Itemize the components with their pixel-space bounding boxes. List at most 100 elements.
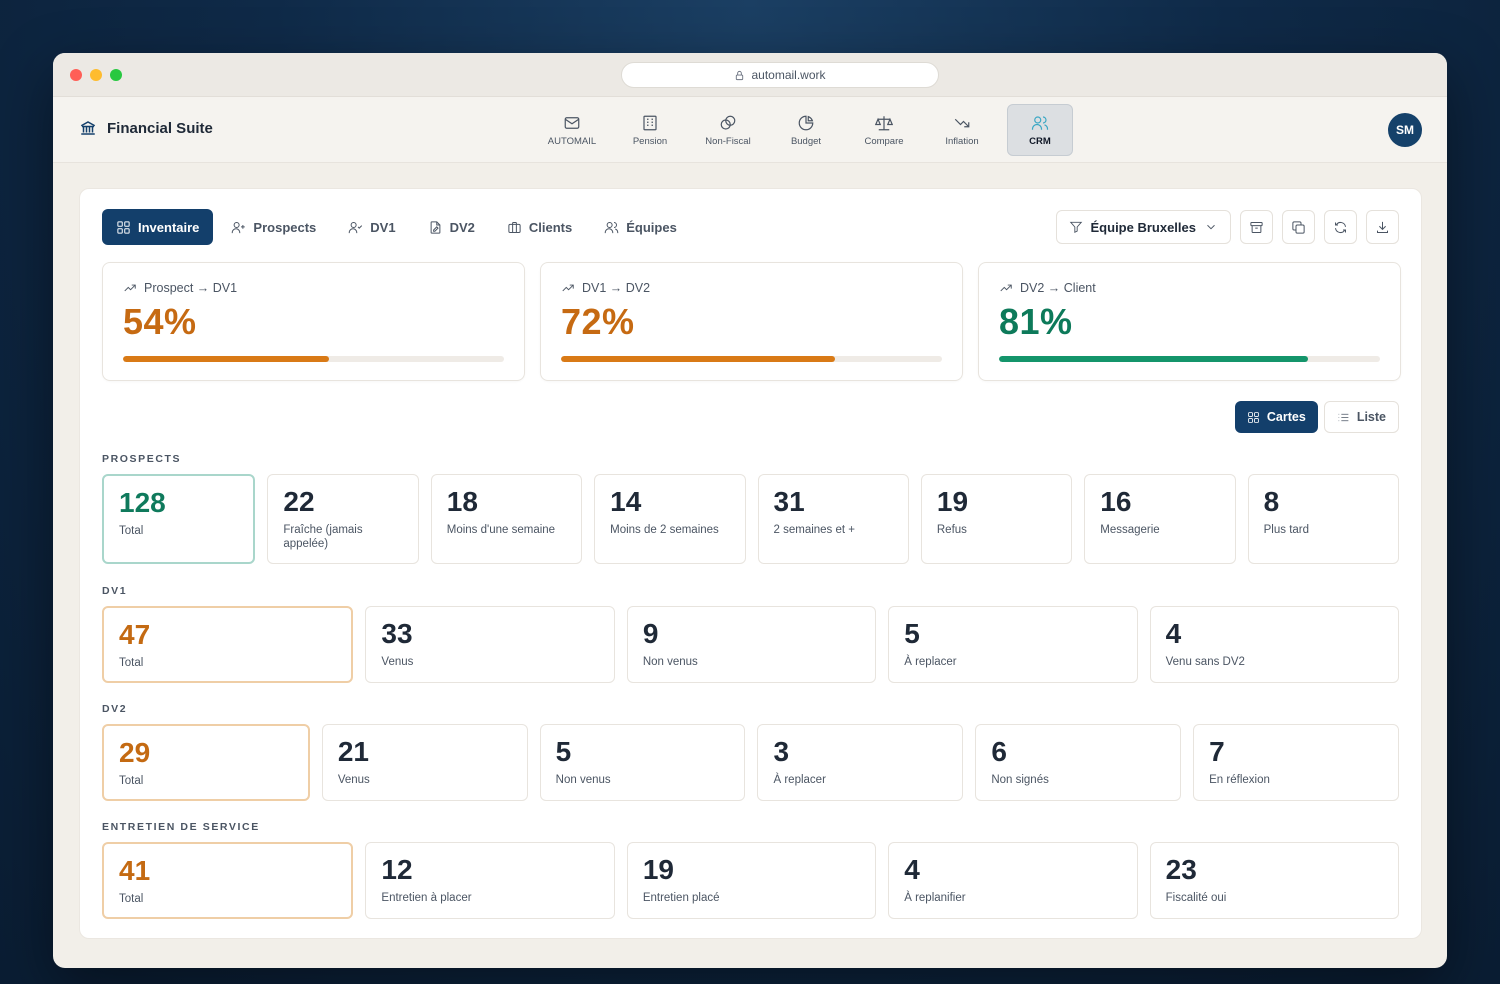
stat-card[interactable]: 5 Non venus (539, 724, 746, 801)
conversion-label: DV2 → Client (1020, 281, 1096, 295)
stat-value: 18 (446, 486, 478, 517)
stat-card-total[interactable]: 128 Total (102, 474, 256, 564)
stat-card[interactable]: 6 Non signés (975, 724, 1182, 801)
archive-button[interactable] (1240, 210, 1273, 244)
chevron-down-icon (1207, 224, 1215, 230)
stat-value: 128 (119, 487, 166, 518)
stat-label: Entretien placé (642, 892, 720, 904)
stat-value: 7 (1209, 736, 1225, 767)
list-view-button[interactable]: Liste (1323, 401, 1399, 433)
stat-label: Refus (936, 524, 967, 536)
stat-card[interactable]: 22 Fraîche (jamais appelée) (267, 474, 419, 564)
minimize-window-button[interactable] (90, 69, 102, 81)
tab-inventaire[interactable]: Inventaire (102, 209, 214, 245)
stat-card[interactable]: 19 Entretien placé (626, 842, 877, 919)
conversion-label-row: DV1 → DV2 (561, 281, 942, 295)
nav-inflation[interactable]: Inflation (923, 104, 1001, 156)
pie-chart-icon (798, 115, 814, 130)
stat-value: 5 (555, 736, 572, 767)
stat-card[interactable]: 33 Venus (365, 606, 615, 683)
window-controls (70, 69, 122, 81)
nav-non-fiscal[interactable]: Non-Fiscal (689, 104, 767, 156)
tab-label: Prospects (253, 219, 317, 235)
stat-value: 29 (119, 737, 151, 768)
app-brand[interactable]: Financial Suite (79, 119, 213, 137)
maximize-window-button[interactable] (110, 69, 122, 81)
grid-icon (117, 220, 130, 234)
stat-label: En réflexion (1209, 774, 1270, 786)
team-filter-value: Équipe Bruxelles (1090, 219, 1196, 235)
nav-automail[interactable]: AUTOMAIL (533, 104, 611, 156)
close-window-button[interactable] (70, 69, 82, 81)
refresh-button[interactable] (1324, 210, 1357, 244)
view-toggle: Cartes Liste (1234, 401, 1399, 433)
tab-dv2[interactable]: DV2 (414, 209, 489, 245)
copy-icon (1292, 220, 1305, 234)
stat-card[interactable]: 19 Refus (920, 474, 1073, 564)
stat-card-total[interactable]: 41 Total (102, 842, 354, 919)
nav-pension[interactable]: Pension (611, 104, 689, 156)
stat-card[interactable]: 23 Fiscalité oui (1149, 842, 1400, 919)
user-check-icon (349, 221, 363, 233)
tab-label: DV2 (449, 219, 475, 235)
stat-card[interactable]: 21 Venus (321, 724, 528, 801)
coins-icon (720, 115, 736, 130)
conversion-value: 72% (561, 301, 635, 342)
stat-card[interactable]: 8 Plus tard (1247, 474, 1399, 564)
nav-label: Budget (790, 135, 822, 147)
copy-button[interactable] (1282, 210, 1315, 244)
conversion-cards: Prospect → DV1 54% DV1 → DV2 72% DV2 → C… (102, 262, 1401, 381)
title-bar: automail.work (53, 53, 1447, 97)
stat-value: 16 (1100, 486, 1132, 517)
nav-budget[interactable]: Budget (767, 104, 845, 156)
stat-value: 6 (991, 736, 1007, 767)
conversion-progress-fill (123, 356, 329, 362)
stat-card-total[interactable]: 47 Total (102, 606, 354, 683)
stat-card[interactable]: 4 Venu sans DV2 (1149, 606, 1400, 683)
tab-dv1[interactable]: DV1 (334, 209, 409, 245)
stat-card[interactable]: 3 À replacer (757, 724, 964, 801)
team-filter-select[interactable]: Équipe Bruxelles (1055, 210, 1231, 244)
tab-prospects[interactable]: Prospects (217, 209, 330, 245)
crm-panel: Inventaire Prospects DV1 DV2 Clients Équ… (79, 188, 1422, 939)
stat-value: 33 (381, 618, 413, 649)
user-avatar[interactable]: SM (1388, 113, 1422, 147)
address-bar[interactable]: automail.work (621, 62, 939, 88)
file-edit-icon (430, 220, 440, 234)
stat-card[interactable]: 16 Messagerie (1084, 474, 1236, 564)
stat-card[interactable]: 18 Moins d'une semaine (430, 474, 583, 564)
stat-value: 12 (381, 854, 413, 885)
nav-crm[interactable]: CRM (1007, 104, 1073, 156)
tab-equipes[interactable]: Équipes (590, 209, 691, 245)
nav-label: Inflation (945, 135, 979, 147)
trending-down-icon (954, 118, 970, 127)
filter-icon (1069, 221, 1082, 234)
stat-label: Moins de 2 semaines (610, 524, 719, 536)
conversion-progress-track (123, 356, 504, 362)
users-icon (1031, 115, 1049, 130)
stat-card[interactable]: 5 À replacer (888, 606, 1138, 683)
tab-clients[interactable]: Clients (493, 209, 586, 245)
tab-label: DV1 (370, 219, 396, 235)
grid-icon (1248, 411, 1259, 423)
stat-card-total[interactable]: 29 Total (102, 724, 310, 801)
stat-card[interactable]: 31 2 semaines et + (757, 474, 909, 564)
stat-card[interactable]: 12 Entretien à placer (365, 842, 615, 919)
stat-label: Total (119, 775, 144, 787)
stat-label: Non signés (991, 774, 1049, 786)
stat-card[interactable]: 9 Non venus (626, 606, 877, 683)
stat-value: 31 (773, 486, 805, 517)
download-button[interactable] (1366, 210, 1399, 244)
cards-view-button[interactable]: Cartes (1234, 401, 1318, 433)
stat-value: 14 (610, 486, 642, 517)
nav-compare[interactable]: Compare (845, 104, 923, 156)
stat-card[interactable]: 7 En réflexion (1193, 724, 1399, 801)
stat-card[interactable]: 14 Moins de 2 semaines (594, 474, 746, 564)
nav-label: Non-Fiscal (705, 135, 751, 147)
download-icon (1377, 221, 1388, 233)
dv1-cards: 47 Total 33 Venus 9 Non venus 5 À replacer 4 Venu… (102, 606, 1400, 683)
stat-card[interactable]: 4 À replanifier (888, 842, 1138, 919)
list-view-label: Liste (1356, 410, 1386, 424)
stat-value: 9 (642, 618, 659, 649)
conversion-card: DV1 → DV2 72% (540, 262, 963, 381)
